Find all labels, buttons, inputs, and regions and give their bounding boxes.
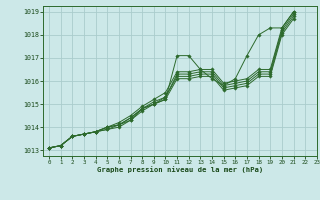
X-axis label: Graphe pression niveau de la mer (hPa): Graphe pression niveau de la mer (hPa) [97, 167, 263, 173]
